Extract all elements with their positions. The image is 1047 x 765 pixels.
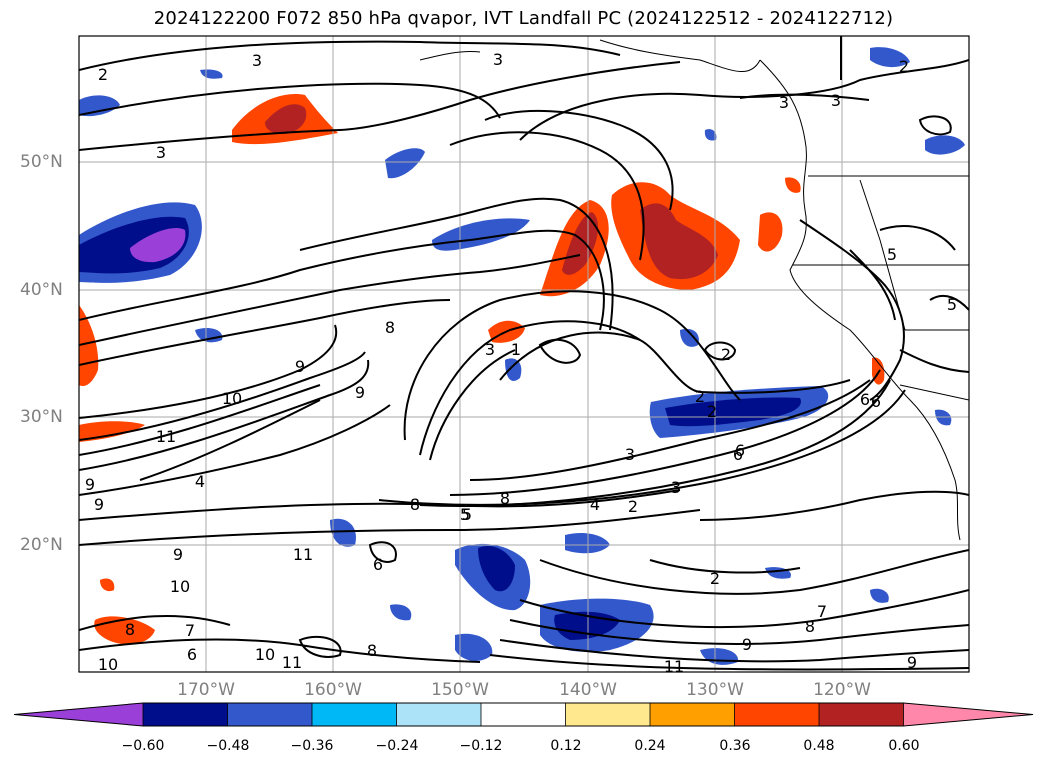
contour-label: 6	[735, 441, 745, 460]
contour-label: 7	[817, 602, 827, 621]
contour-label: 8	[805, 617, 815, 636]
lon-label-140w: 140°W	[559, 680, 617, 700]
lat-label-30n: 30°N	[20, 407, 63, 427]
colorbar-extend-low	[14, 703, 143, 726]
colorbar-tick: 0.36	[719, 738, 751, 754]
contour-label: 2	[899, 57, 909, 76]
lon-label-130w: 130°W	[686, 680, 744, 700]
ivt-contours	[79, 36, 969, 671]
contour-label: 11	[282, 653, 302, 672]
contour-label: 9	[742, 635, 752, 654]
colorbar-tick: −0.24	[375, 738, 419, 754]
contour-label: 3	[831, 91, 841, 110]
colorbar-segment	[143, 703, 228, 726]
colorbar-segment	[650, 703, 735, 726]
contour-label: 10	[170, 577, 190, 596]
contour-label: 9	[355, 383, 365, 402]
graticule	[79, 36, 969, 672]
contour-label: 2	[707, 402, 717, 421]
colorbar-segment	[819, 703, 904, 726]
contour-label: 3	[625, 445, 635, 464]
colorbar-extend-high	[903, 703, 1033, 726]
contour-label: 2	[710, 569, 720, 588]
contour-label: 11	[293, 545, 313, 564]
contour-label: 8	[125, 620, 135, 639]
contour-label: 5	[460, 505, 470, 524]
contour-label: 3	[493, 50, 503, 69]
colorbar-tick: 0.48	[803, 738, 835, 754]
contour-label: 9	[94, 495, 104, 514]
lon-label-150w: 150°W	[431, 680, 489, 700]
contour-label: 6	[187, 645, 197, 664]
contour-label: 9	[85, 475, 95, 494]
contour-label: 1	[511, 340, 521, 359]
contour-label: 11	[664, 657, 684, 676]
colorbar-segment	[312, 703, 397, 726]
colorbar-segment	[396, 703, 482, 726]
contour-label: 11	[156, 427, 176, 446]
colorbar	[13, 702, 1034, 727]
contour-label: 10	[222, 389, 242, 408]
contour-label: 2	[628, 497, 638, 516]
contour-label: 10	[98, 655, 118, 674]
contour-label: 2	[721, 345, 731, 364]
colorbar-tick: 0.24	[634, 738, 666, 754]
contour-label: 6	[733, 445, 743, 464]
contour-label: 4	[590, 495, 600, 514]
contour-label: 3	[156, 143, 166, 162]
contour-label: 9	[295, 357, 305, 376]
contour-label: 3	[779, 93, 789, 112]
lat-label-40n: 40°N	[20, 280, 63, 300]
contour-label: 8	[367, 641, 377, 660]
map-title: 2024122200 F072 850 hPa qvapor, IVT Land…	[153, 8, 894, 29]
lat-label-20n: 20°N	[20, 535, 63, 555]
contour-label: 8	[410, 495, 420, 514]
contour-label: 9	[173, 545, 183, 564]
colorbar-tick: −0.48	[206, 738, 250, 754]
colorbar-segment	[227, 703, 313, 726]
contour-label: 8	[385, 318, 395, 337]
contour-label: 8	[500, 489, 510, 508]
colorbar-tick: 0.12	[550, 738, 582, 754]
contour-label: 6	[373, 555, 383, 574]
map-frame	[78, 35, 970, 673]
contour-label: 3	[671, 478, 681, 497]
lon-label-120w: 120°W	[813, 680, 871, 700]
colorbar-tick: 0.60	[888, 738, 920, 754]
contour-label: 6	[860, 390, 870, 409]
contour-label: 5	[947, 295, 957, 314]
contour-label: 7	[185, 621, 195, 640]
contour-label: 2	[98, 65, 108, 84]
contour-label: 5	[462, 505, 472, 524]
lat-label-50n: 50°N	[20, 152, 63, 172]
contour-label: 6	[871, 392, 881, 411]
colorbar-segment	[565, 703, 651, 726]
lon-label-160w: 160°W	[304, 680, 362, 700]
contour-label: 2	[695, 387, 705, 406]
contour-label: 10	[255, 645, 275, 664]
contour-label: 3	[252, 51, 262, 70]
coastlines	[419, 39, 969, 541]
colorbar-tick: −0.36	[290, 738, 334, 754]
contour-label: 9	[907, 653, 917, 672]
colorbar-segment	[481, 703, 566, 726]
colorbar-segment	[734, 703, 820, 726]
colorbar-tick: −0.12	[459, 738, 503, 754]
colorbar-tick: −0.60	[121, 738, 165, 754]
contour-label: 4	[195, 472, 205, 491]
contour-label: 5	[887, 245, 897, 264]
contour-label: 3	[485, 340, 495, 359]
lon-label-170w: 170°W	[177, 680, 235, 700]
